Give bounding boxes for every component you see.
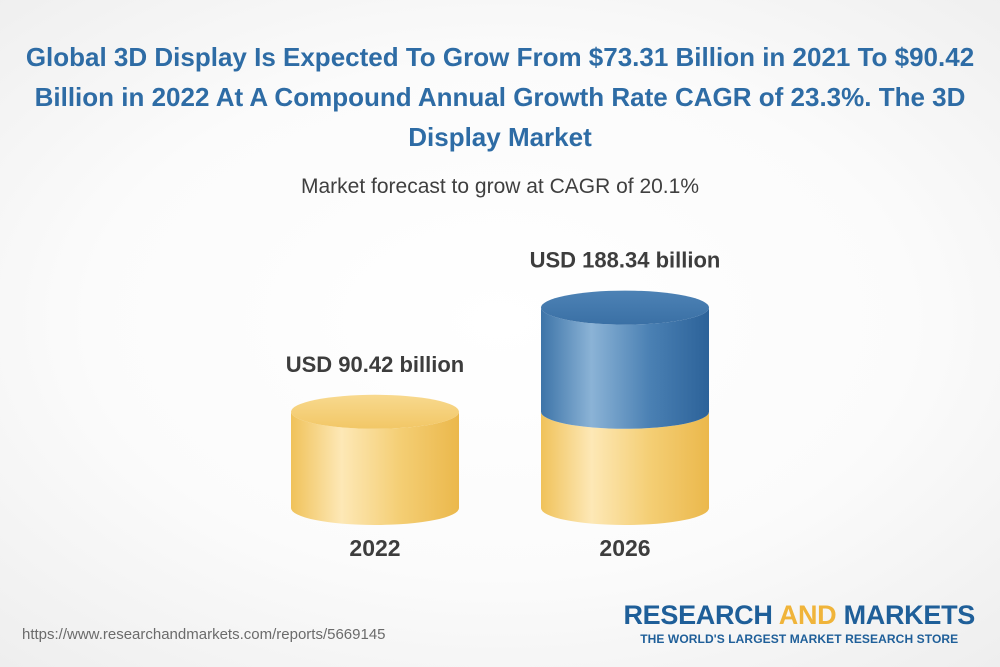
cylinder-body-2022	[291, 411, 459, 525]
brand-wordmark: RESEARCH AND MARKETS	[623, 600, 975, 630]
cylinder-base-segment-2026	[541, 411, 709, 525]
source-url[interactable]: https://www.researchandmarkets.com/repor…	[22, 626, 386, 643]
chart-subtitle: Market forecast to grow at CAGR of 20.1%	[301, 175, 699, 198]
brand-word-research: RESEARCH	[623, 600, 773, 630]
value-label-2022: USD 90.42 billion	[286, 352, 465, 377]
cylinder-top-2026	[541, 290, 709, 325]
value-label-2026: USD 188.34 billion	[530, 248, 721, 273]
chart-title: Global 3D Display Is Expected To Grow Fr…	[25, 42, 975, 152]
brand-word-markets: MARKETS	[843, 600, 976, 630]
category-label-2026: 2026	[599, 535, 650, 561]
category-label-2022: 2022	[349, 535, 400, 561]
brand-tagline: THE WORLD'S LARGEST MARKET RESEARCH STOR…	[640, 632, 959, 646]
brand-word-and: AND	[778, 600, 837, 630]
cylinder-top-2022	[291, 394, 459, 429]
brand-logo: RESEARCH AND MARKETS THE WORLD'S LARGEST…	[623, 600, 975, 648]
cylinder-growth-segment-2026	[541, 307, 709, 429]
